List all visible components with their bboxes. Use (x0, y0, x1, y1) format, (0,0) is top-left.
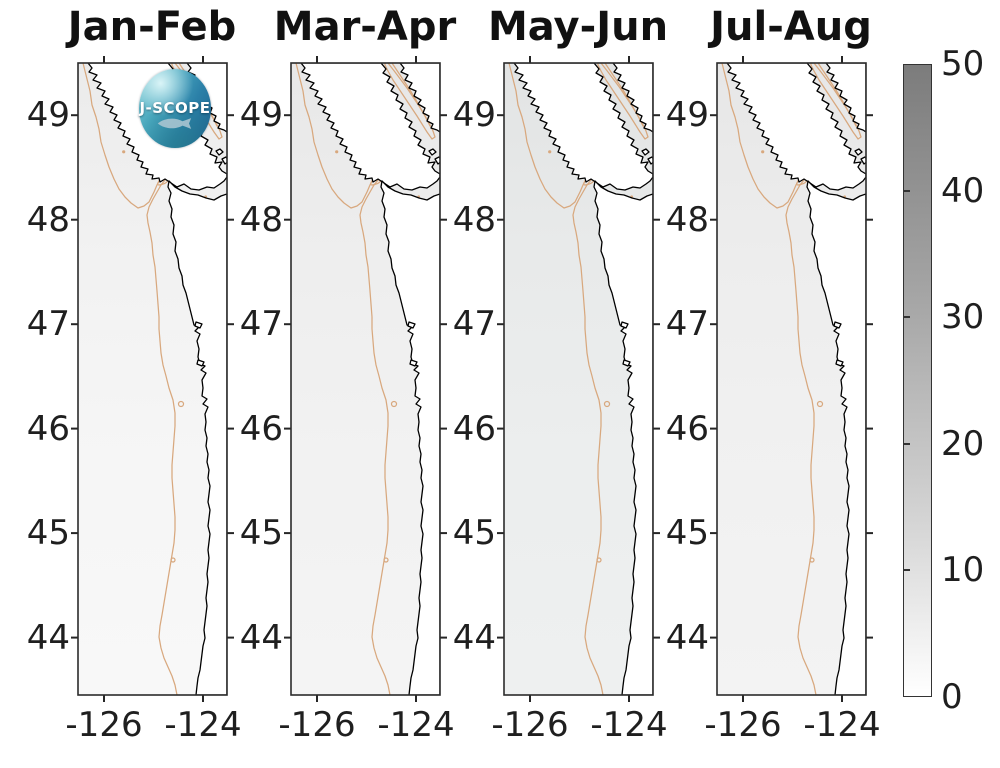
lat-tick-label: 46 (26, 409, 70, 449)
lat-tick-label: 49 (452, 95, 496, 135)
lat-tick-label: 47 (26, 304, 70, 344)
lon-tick-label: -124 (164, 705, 242, 745)
lon-tick-label: -126 (704, 705, 782, 745)
lat-tick-label: 44 (452, 618, 496, 658)
colorbar-tick-label: 40 (941, 171, 985, 211)
colorbar-tick-label: 10 (941, 550, 985, 590)
lat-tick-label: 48 (452, 200, 496, 240)
lat-tick-label: 44 (239, 618, 283, 658)
colorbar-tick-label: 0 (941, 677, 963, 717)
lon-tick-label: -124 (377, 705, 455, 745)
lon-tick-label: -126 (65, 705, 143, 745)
colorbar-tick-label: 50 (941, 44, 985, 84)
coastal-map (291, 63, 440, 695)
lat-tick-label: 45 (26, 513, 70, 553)
map-panel-may-jun: May-Jun 49 48 47 46 45 44 -126 -124 (453, 4, 668, 745)
panel-title: Mar-Apr (273, 4, 457, 50)
lat-tick-label: 46 (239, 409, 283, 449)
colorbar-tick (903, 569, 910, 571)
coastal-map (504, 63, 653, 695)
map-panel-mar-apr: Mar-Apr 49 48 47 46 45 44 -126 -124 (240, 4, 456, 745)
lat-tick-label: 47 (665, 304, 709, 344)
panel-title: May-Jun (487, 4, 669, 50)
lat-tick-label: 46 (665, 409, 709, 449)
lat-tick-label: 49 (239, 95, 283, 135)
lon-tick-label: -124 (803, 705, 881, 745)
map-panel-jul-aug: Jul-Aug 49 48 47 46 45 44 -126 -124 (666, 4, 881, 745)
lat-tick-label: 45 (239, 513, 283, 553)
jscope-logo: J-SCOPE (139, 69, 211, 148)
lat-tick-label: 45 (452, 513, 496, 553)
coastal-map (717, 63, 866, 695)
lat-tick-label: 46 (452, 409, 496, 449)
lat-tick-label: 44 (665, 618, 709, 658)
map-panel-jan-feb: Jan-Feb 49 48 47 46 45 44 -126 -124 J-SC… (27, 4, 242, 745)
lat-tick-label: 48 (665, 200, 709, 240)
lon-tick-label: -126 (491, 705, 569, 745)
lat-tick-label: 47 (452, 304, 496, 344)
lat-tick-label: 45 (665, 513, 709, 553)
colorbar (903, 64, 932, 697)
colorbar-tick-label: 30 (941, 297, 985, 337)
lat-tick-label: 49 (26, 95, 70, 135)
panel-title: Jan-Feb (67, 4, 237, 50)
fish-icon (157, 118, 192, 129)
lat-tick-label: 44 (26, 618, 70, 658)
coastal-map (78, 63, 227, 695)
lat-tick-label: 47 (239, 304, 283, 344)
lon-tick-label: -126 (278, 705, 356, 745)
colorbar-tick (903, 443, 910, 445)
colorbar-tick (903, 190, 910, 192)
jscope-logo-label: J-SCOPE (139, 99, 211, 117)
colorbar-tick (903, 316, 910, 318)
panel-title: Jul-Aug (710, 4, 872, 50)
lat-tick-label: 48 (26, 200, 70, 240)
colorbar-tick-label: 20 (941, 424, 985, 464)
lat-tick-label: 49 (665, 95, 709, 135)
lon-tick-label: -124 (590, 705, 668, 745)
lat-tick-label: 48 (239, 200, 283, 240)
